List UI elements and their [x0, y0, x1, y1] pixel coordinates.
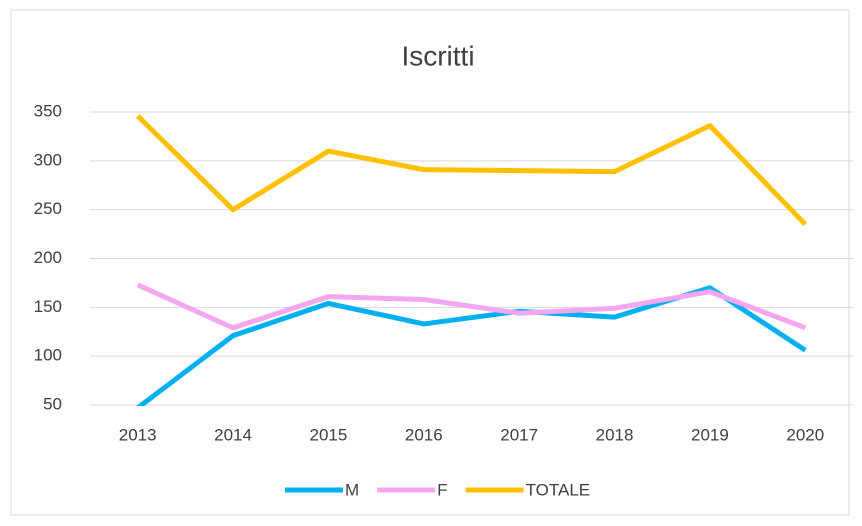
x-tick-label: 2020: [786, 425, 824, 444]
x-tick-label: 2019: [691, 425, 729, 444]
line-series: [135, 114, 808, 227]
y-tick-label: 200: [34, 248, 62, 267]
y-tick-label: 250: [34, 199, 62, 218]
y-tick-label: 300: [34, 150, 62, 169]
legend-label: TOTALE: [526, 480, 591, 499]
y-tick-label: 350: [34, 101, 62, 120]
chart-title: Iscritti: [401, 40, 474, 71]
x-tick-label: 2014: [214, 425, 252, 444]
legend-label: M: [345, 480, 359, 499]
x-tick-label: 2015: [310, 425, 348, 444]
y-tick-label: 50: [43, 394, 62, 413]
line-series: [136, 282, 807, 331]
y-tick-label: 100: [34, 346, 62, 365]
x-tick-label: 2013: [119, 425, 157, 444]
chart-border: [10, 9, 850, 516]
legend-label: F: [437, 480, 447, 499]
x-tick-label: 2017: [500, 425, 538, 444]
x-tick-label: 2018: [596, 425, 634, 444]
y-tick-label: 150: [34, 297, 62, 316]
x-tick-label: 2016: [405, 425, 443, 444]
